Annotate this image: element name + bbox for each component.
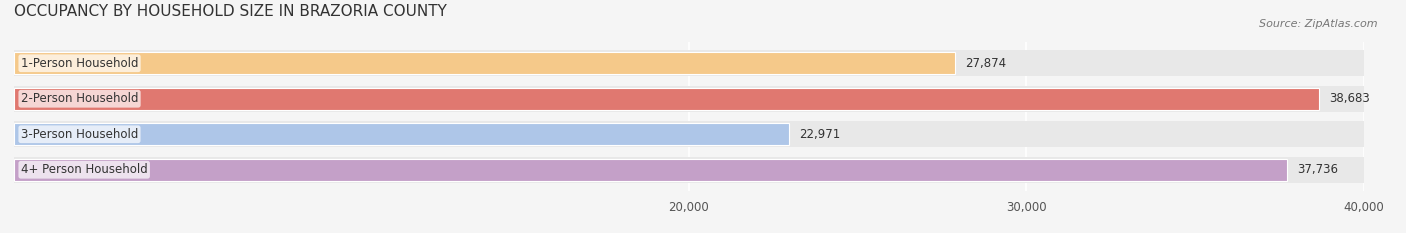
Bar bbox=[14, 123, 789, 145]
Bar bbox=[14, 159, 1288, 181]
Bar bbox=[14, 157, 1364, 183]
Text: OCCUPANCY BY HOUSEHOLD SIZE IN BRAZORIA COUNTY: OCCUPANCY BY HOUSEHOLD SIZE IN BRAZORIA … bbox=[14, 4, 447, 19]
Text: 2-Person Household: 2-Person Household bbox=[21, 92, 138, 105]
Text: 22,971: 22,971 bbox=[800, 128, 841, 141]
Bar bbox=[14, 52, 955, 74]
Text: 38,683: 38,683 bbox=[1330, 92, 1371, 105]
Text: 4+ Person Household: 4+ Person Household bbox=[21, 163, 148, 176]
Bar bbox=[14, 86, 1364, 112]
Bar bbox=[14, 121, 1364, 147]
Bar bbox=[14, 50, 1364, 76]
Text: Source: ZipAtlas.com: Source: ZipAtlas.com bbox=[1260, 19, 1378, 29]
Text: 1-Person Household: 1-Person Household bbox=[21, 57, 138, 70]
Text: 37,736: 37,736 bbox=[1298, 163, 1339, 176]
Text: 3-Person Household: 3-Person Household bbox=[21, 128, 138, 141]
Text: 27,874: 27,874 bbox=[965, 57, 1005, 70]
Bar bbox=[14, 88, 1319, 110]
